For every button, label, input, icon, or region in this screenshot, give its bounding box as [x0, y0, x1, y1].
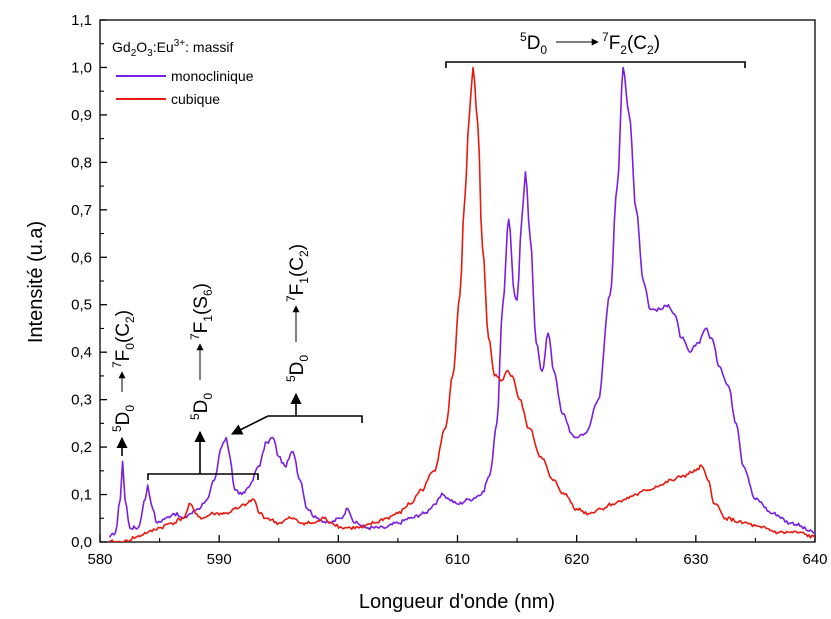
- y-tick-label: 1,1: [71, 12, 92, 29]
- bracket-7f1-s6: [147, 473, 259, 480]
- y-tick-label: 0,0: [71, 534, 92, 551]
- x-axis-title: Longueur d'onde (nm): [359, 591, 555, 613]
- y-axis-title: Intensité (u.a): [25, 221, 47, 343]
- svg-text:5D0: 5D0: [110, 405, 137, 432]
- x-tick-label: 610: [445, 551, 470, 568]
- legend: Gd2O3:Eu3+: massif monoclinique cubique: [112, 38, 254, 107]
- y-tick-label: 0,2: [71, 439, 92, 456]
- y-tick-label: 0,5: [71, 297, 92, 314]
- x-tick-label: 640: [802, 551, 827, 568]
- svg-text:7F1(C2): 7F1(C2): [284, 244, 311, 302]
- y-tick-label: 0,7: [71, 202, 92, 219]
- y-tick-label: 0,6: [71, 249, 92, 266]
- annotation-marks: [116, 61, 746, 480]
- y-axis-ticks: 0,0 0,1 0,2 0,3 0,4 0,5 0,6 0,7 0,8 0,9 1,0 1,1: [71, 12, 107, 551]
- arrow-7f1-c2-peak: [230, 415, 269, 435]
- svg-text:7F0(C2): 7F0(C2): [110, 310, 137, 368]
- series-line-monoclinique: [108, 66, 815, 538]
- svg-text:5D0: 5D0: [284, 355, 311, 382]
- y-tick-label: 0,1: [71, 487, 92, 504]
- legend-label-cubique: cubique: [171, 91, 220, 107]
- legend-title: Gd2O3:Eu3+: massif: [112, 38, 233, 59]
- y-tick-label: 0,4: [71, 344, 92, 361]
- annotation-7f1-c2: 5D0 7F1(C2): [284, 244, 311, 382]
- svg-text:7F2(C2): 7F2(C2): [602, 30, 660, 57]
- annotation-7f1-s6: 5D0 7F1(S6): [188, 283, 215, 420]
- x-axis-ticks: 580 590 600 610 620 630 640: [87, 535, 828, 568]
- x-tick-label: 590: [207, 551, 232, 568]
- y-tick-label: 0,3: [71, 392, 92, 409]
- bracket-7f2: [445, 61, 746, 68]
- bracket-7f1-c2: [268, 415, 363, 423]
- x-tick-label: 630: [683, 551, 708, 568]
- y-tick-label: 0,9: [71, 107, 92, 124]
- annotation-7f2-c2: 5D0 7F2(C2): [520, 30, 660, 57]
- x-tick-label: 600: [326, 551, 351, 568]
- y-tick-label: 0,8: [71, 154, 92, 171]
- svg-text:5D0: 5D0: [520, 30, 547, 57]
- x-tick-label: 580: [87, 551, 112, 568]
- x-tick-label: 620: [564, 551, 589, 568]
- svg-text:5D0: 5D0: [188, 393, 215, 420]
- annotation-7f0-c2: 5D0 7F0(C2): [110, 310, 137, 432]
- legend-label-monoclinique: monoclinique: [171, 68, 254, 84]
- svg-text:7F1(S6): 7F1(S6): [188, 283, 215, 340]
- series-line-cubique: [108, 66, 815, 542]
- y-tick-label: 1,0: [71, 59, 92, 76]
